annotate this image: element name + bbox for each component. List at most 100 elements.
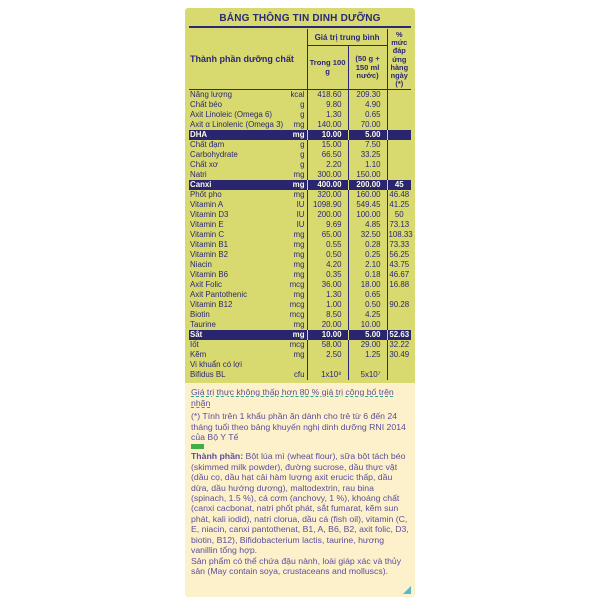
cell-unit: g bbox=[300, 150, 305, 160]
cell-unit: mg bbox=[293, 170, 305, 180]
cell-daily-percent: 43.75 bbox=[386, 260, 411, 271]
cell-nutrient-name: Vitamin A bbox=[190, 200, 224, 210]
cell-nutrient-name: Vitamin B2 bbox=[190, 250, 229, 260]
cell-per-100g: 400.00 bbox=[306, 180, 349, 191]
cell-daily-percent bbox=[386, 100, 411, 111]
cell-daily-percent: 45 bbox=[386, 180, 411, 191]
cell-per-serving: 5x10⁷ bbox=[347, 370, 388, 381]
cell-per-serving: 549.45 bbox=[347, 200, 388, 211]
nutrient-row: Năng lượng kcal 418.60 209.30 bbox=[189, 89, 411, 101]
cell-unit: mcg bbox=[289, 280, 305, 290]
cell-daily-percent: 108.33 bbox=[386, 230, 413, 241]
nutrient-row: Vitamin B1 mg 0.55 0.28 73.33 bbox=[189, 240, 411, 251]
cell-per-serving: 209.30 bbox=[347, 89, 388, 101]
nutrient-row: Niacin mg 4.20 2.10 43.75 bbox=[189, 260, 411, 271]
cell-unit: mcg bbox=[289, 340, 305, 350]
cell-nutrient-name: Vitamin D3 bbox=[190, 210, 229, 220]
cell-per-100g: 9.80 bbox=[306, 100, 349, 111]
cell-daily-percent: 50 bbox=[386, 210, 411, 221]
nutrient-row: Sắt mg 10.00 5.00 52.63 bbox=[189, 330, 411, 341]
cell-daily-percent bbox=[386, 310, 411, 321]
cell-nutrient-name: Axit α Linolenic (Omega 3) bbox=[190, 120, 284, 130]
cell-per-100g: 66.50 bbox=[306, 150, 349, 161]
cell-per-serving: 160.00 bbox=[347, 190, 388, 201]
cell-per-100g: 20.00 bbox=[306, 320, 349, 331]
allergen-statement: Sản phẩm có thể chứa đậu nành, loài giáp… bbox=[191, 555, 402, 576]
cell-nutrient-name: Kẽm bbox=[190, 350, 207, 360]
cell-per-serving: 0.50 bbox=[347, 300, 388, 311]
nutrient-row: Natri mg 300.00 150.00 bbox=[189, 170, 411, 181]
nutrient-row: Bifidus BL cfu 1x10⁸ 5x10⁷ bbox=[189, 370, 411, 381]
cell-daily-percent bbox=[386, 150, 411, 161]
header-nutrient: Thành phần dưỡng chất bbox=[189, 29, 308, 91]
nutrition-table: Thành phần dưỡng chất Giá trị trung bình… bbox=[189, 29, 413, 381]
nutrient-row: Vitamin D3 IU 200.00 100.00 50 bbox=[189, 210, 411, 221]
cell-per-100g: 0.35 bbox=[306, 270, 349, 281]
cell-nutrient-name: Sắt bbox=[190, 330, 203, 340]
nutrition-rows: Năng lượng kcal 418.60 209.30 Chất béo g 9.80 4… bbox=[189, 89, 413, 381]
cell-nutrient-name: Vi khuẩn có lợi bbox=[190, 360, 242, 370]
nutrient-row: Phốt pho mg 320.00 160.00 46.48 bbox=[189, 190, 411, 201]
cell-per-100g: 65.00 bbox=[306, 230, 349, 241]
cell-unit: mcg bbox=[289, 300, 305, 310]
cell-per-serving: 5.00 bbox=[347, 130, 388, 141]
cell-per-serving: 4.90 bbox=[347, 100, 388, 111]
cell-nutrient-name: Carbohydrate bbox=[190, 150, 238, 160]
cell-per-serving: 10.00 bbox=[347, 320, 388, 331]
cell-daily-percent bbox=[386, 89, 411, 101]
cell-per-serving: 0.65 bbox=[347, 110, 388, 121]
cell-unit: mg bbox=[292, 130, 305, 140]
header-per-serving: (50 g + 150 ml nước) bbox=[347, 45, 388, 91]
nutrient-row: Axit Linoleic (Omega 6) g 1.30 0.65 bbox=[189, 110, 411, 121]
cell-nutrient-name: Axit Folic bbox=[190, 280, 223, 290]
table-header: Thành phần dưỡng chất Giá trị trung bình… bbox=[189, 29, 411, 91]
cell-nutrient-name: Canxi bbox=[190, 180, 212, 190]
cell-per-100g: 2.50 bbox=[306, 350, 349, 361]
cell-daily-percent bbox=[386, 370, 411, 381]
title-divider bbox=[189, 26, 411, 28]
cell-unit: mg bbox=[293, 240, 305, 250]
nutrient-row: Vitamin B2 mg 0.50 0.25 56.25 bbox=[189, 250, 411, 261]
cell-per-100g: 140.00 bbox=[306, 120, 349, 131]
green-mark-decoration bbox=[191, 444, 204, 450]
cell-per-serving: 70.00 bbox=[347, 120, 388, 131]
nutrient-row: Vitamin E IU 9.69 4.85 73.13 bbox=[189, 220, 411, 231]
cell-daily-percent: 46.67 bbox=[386, 270, 411, 281]
cell-nutrient-name: Năng lượng bbox=[190, 90, 233, 100]
nutrient-row: Chất béo g 9.80 4.90 bbox=[189, 100, 411, 111]
cell-daily-percent: 73.33 bbox=[386, 240, 411, 251]
cell-nutrient-name: Chất béo bbox=[190, 100, 223, 110]
cell-nutrient-name: DHA bbox=[190, 130, 208, 140]
cell-daily-percent bbox=[386, 160, 411, 171]
cell-per-serving: 0.25 bbox=[347, 250, 388, 261]
cell-per-100g: 1.30 bbox=[306, 290, 349, 301]
cell-unit: IU bbox=[296, 200, 305, 210]
cell-unit: mcg bbox=[289, 310, 305, 320]
cell-per-100g: 1.30 bbox=[306, 110, 349, 121]
cell-nutrient-name: Niacin bbox=[190, 260, 212, 270]
guarantee-note: Giá trị thực không thấp hơn 80 % giá trị… bbox=[191, 387, 409, 408]
cell-nutrient-name: Chất xơ bbox=[190, 160, 218, 170]
cell-unit: mg bbox=[293, 270, 305, 280]
nutrient-row: Chất đạm g 15.00 7.50 bbox=[189, 140, 411, 151]
cell-per-100g bbox=[306, 360, 349, 371]
cell-per-serving: 1.25 bbox=[347, 350, 388, 361]
cell-unit: g bbox=[300, 140, 305, 150]
cell-per-100g: 1.00 bbox=[306, 300, 349, 311]
cell-nutrient-name: Vitamin B1 bbox=[190, 240, 229, 250]
cell-per-100g: 418.60 bbox=[306, 89, 349, 101]
cell-per-serving: 2.10 bbox=[347, 260, 388, 271]
cell-unit: mg bbox=[292, 180, 305, 190]
nutrient-row: Taurine mg 20.00 10.00 bbox=[189, 320, 411, 331]
cell-per-serving: 0.18 bbox=[347, 270, 388, 281]
cell-per-serving: 18.00 bbox=[347, 280, 388, 291]
cell-per-100g: 10.00 bbox=[306, 330, 349, 341]
cell-unit: mg bbox=[293, 190, 305, 200]
ingredients-label: Thành phần: bbox=[191, 451, 244, 462]
nutrient-row: Iốt mcg 58.00 29.00 32.22 bbox=[189, 340, 411, 351]
cell-unit bbox=[283, 360, 307, 370]
nutrient-row: Vitamin B6 mg 0.35 0.18 46.67 bbox=[189, 270, 411, 281]
cell-per-serving: 0.28 bbox=[347, 240, 388, 251]
cell-nutrient-name: Vitamin E bbox=[190, 220, 224, 230]
cell-per-100g: 8.50 bbox=[306, 310, 349, 321]
